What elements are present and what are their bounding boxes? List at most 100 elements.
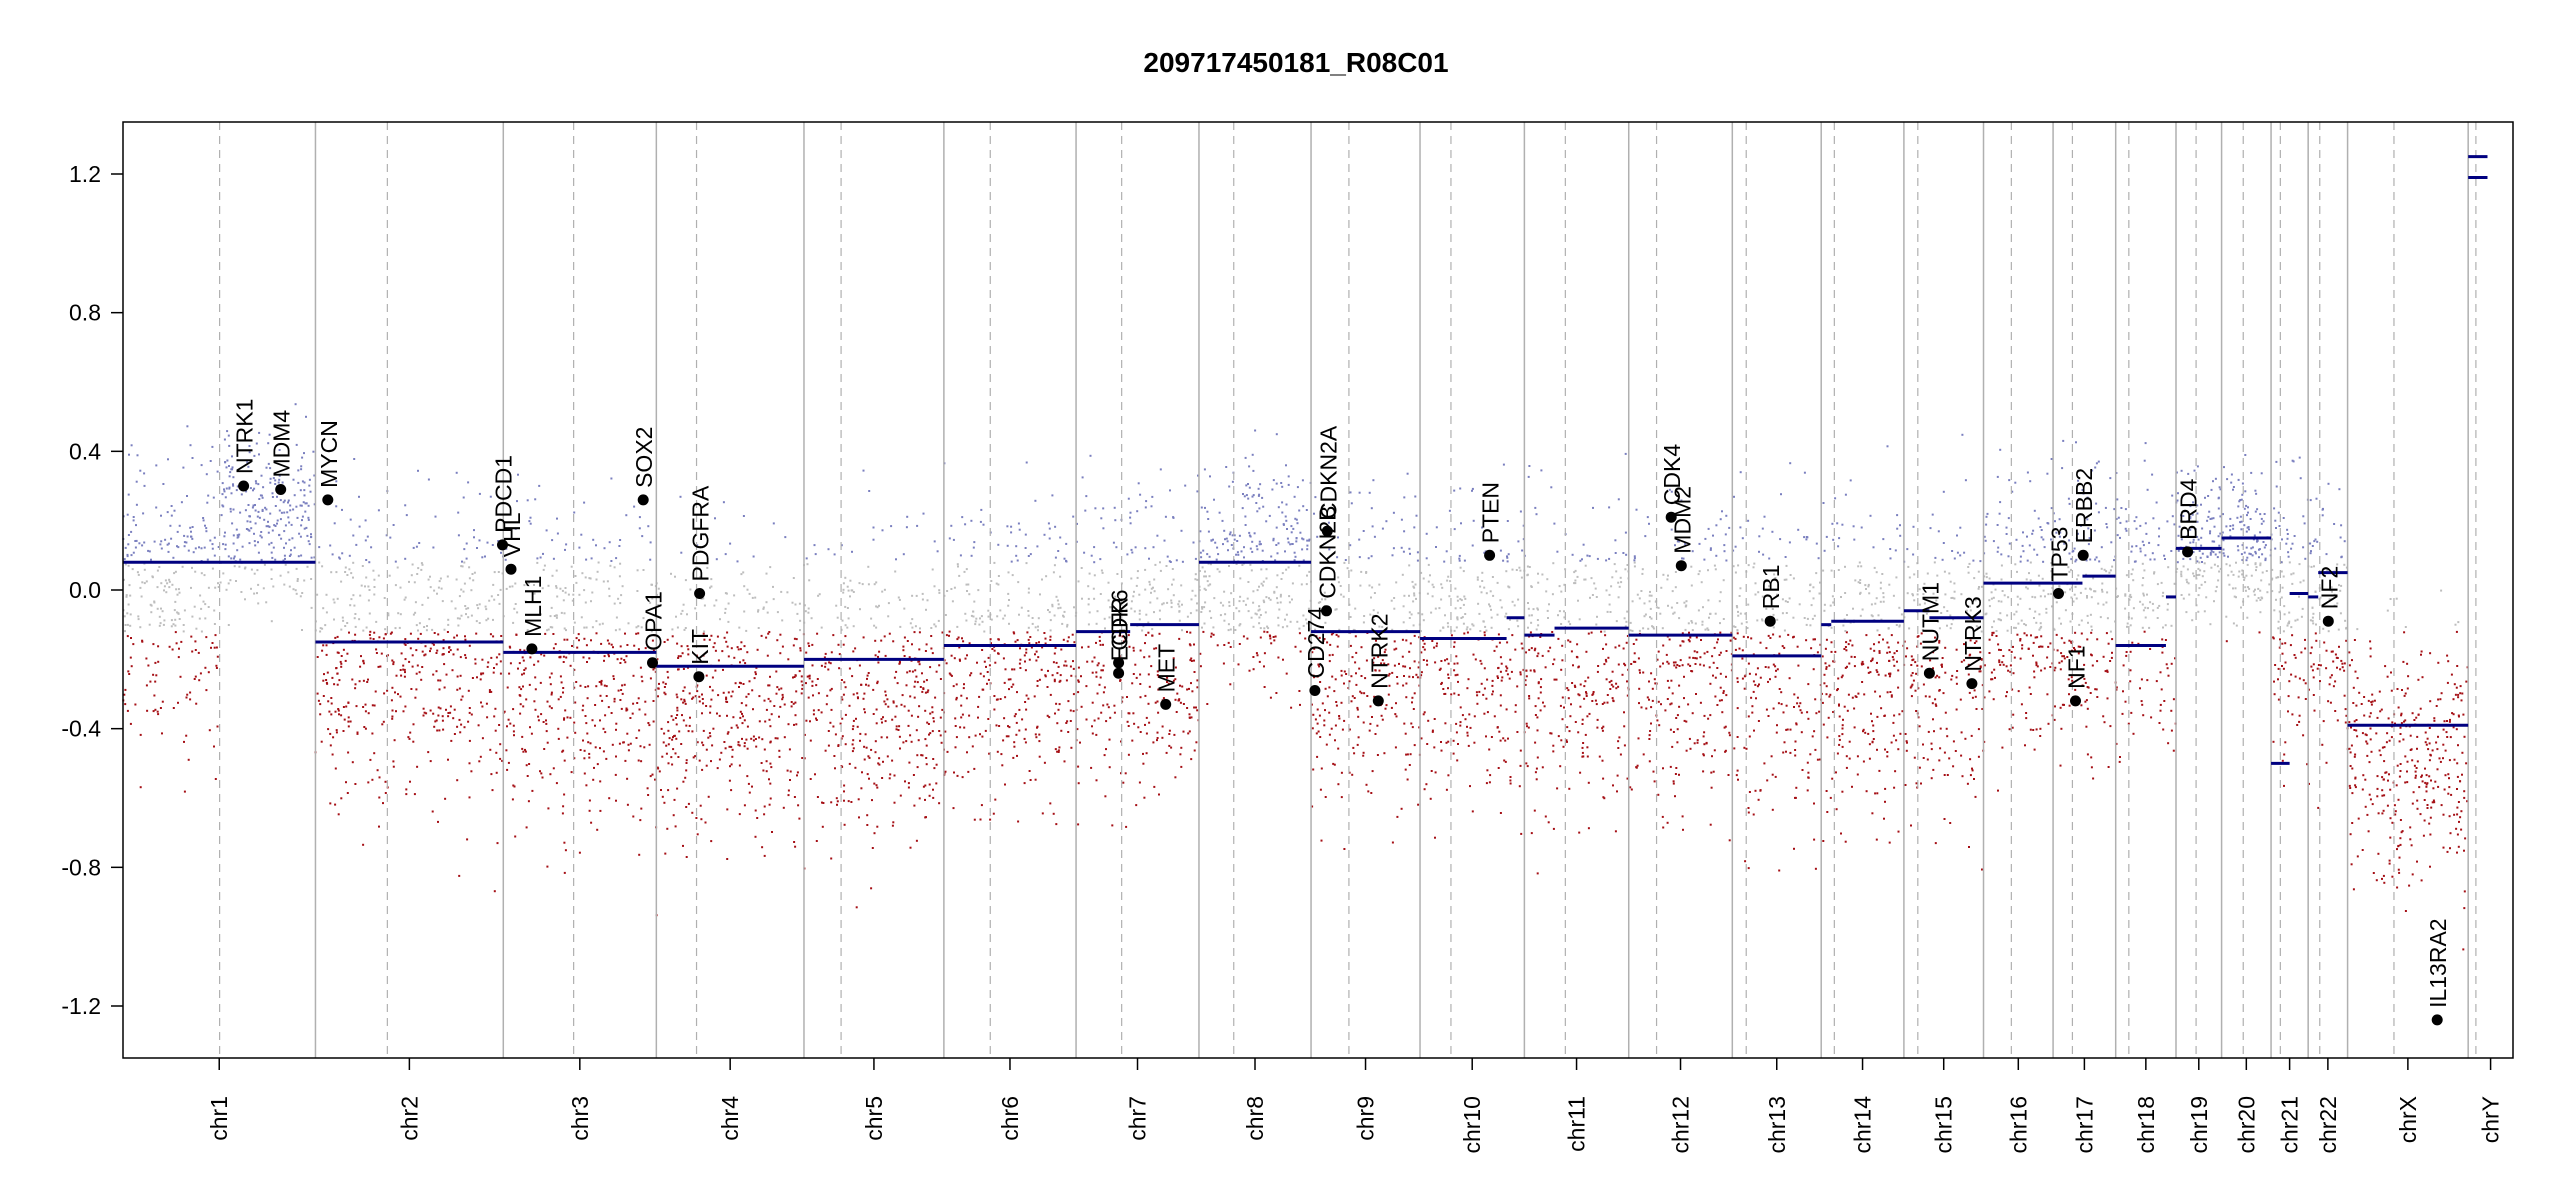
probe-point	[1496, 726, 1499, 729]
probe-point	[1153, 785, 1156, 788]
probe-point	[1100, 569, 1103, 572]
probe-point	[1157, 676, 1160, 678]
probe-point	[1394, 746, 1397, 749]
probe-point	[1457, 693, 1460, 696]
probe-point	[608, 655, 610, 658]
probe-point	[1091, 701, 1094, 704]
probe-point	[1678, 617, 1681, 620]
probe-point	[145, 684, 148, 687]
probe-point	[1596, 718, 1599, 721]
probe-point	[319, 703, 322, 706]
probe-point	[1509, 782, 1512, 785]
probe-point	[373, 578, 376, 581]
probe-point	[1188, 687, 1190, 690]
probe-point	[1089, 454, 1092, 457]
probe-point	[130, 530, 133, 533]
probe-point	[429, 647, 432, 650]
probe-point	[559, 655, 562, 658]
probe-point	[1275, 526, 1278, 529]
probe-point	[417, 637, 420, 640]
probe-point	[1204, 588, 1207, 591]
probe-point	[743, 742, 746, 745]
probe-point	[1652, 626, 1655, 629]
probe-point	[972, 610, 975, 613]
probe-point	[961, 776, 964, 779]
probe-point	[479, 755, 482, 758]
probe-point	[129, 613, 132, 616]
probe-point	[236, 549, 239, 552]
probe-point	[953, 771, 955, 774]
probe-point	[137, 615, 140, 618]
probe-point	[1550, 486, 1553, 489]
probe-point	[740, 682, 742, 685]
probe-point	[1204, 601, 1207, 604]
probe-point	[1337, 635, 1340, 638]
probe-point	[493, 890, 496, 893]
probe-point	[460, 588, 463, 591]
probe-point	[1633, 559, 1636, 562]
probe-point	[254, 544, 257, 547]
probe-point	[1401, 655, 1404, 658]
probe-point	[285, 542, 287, 545]
probe-point	[458, 595, 461, 598]
probe-point	[640, 760, 643, 763]
probe-point	[171, 648, 174, 651]
probe-point	[257, 551, 260, 554]
probe-point	[731, 690, 734, 693]
probe-point	[1186, 630, 1188, 633]
probe-point	[565, 629, 567, 632]
probe-point	[746, 725, 749, 728]
probe-point	[391, 717, 394, 720]
probe-point	[700, 818, 703, 821]
probe-point	[1685, 600, 1688, 603]
probe-point	[709, 735, 712, 738]
probe-point	[231, 522, 234, 525]
probe-point	[685, 856, 688, 858]
probe-point	[696, 833, 699, 836]
probe-point	[937, 619, 940, 622]
probe-point	[1103, 617, 1106, 620]
probe-point	[1348, 728, 1351, 731]
probe-point	[894, 570, 897, 573]
probe-point	[525, 826, 528, 829]
probe-point	[974, 623, 977, 626]
probe-point	[236, 485, 239, 488]
probe-point	[682, 603, 685, 606]
probe-point	[1682, 828, 1684, 831]
probe-point	[958, 574, 961, 577]
probe-point	[1658, 724, 1661, 727]
probe-point	[624, 632, 626, 635]
probe-point	[1199, 530, 1202, 533]
probe-point	[826, 694, 829, 697]
probe-point	[211, 547, 214, 550]
probe-point	[1707, 569, 1709, 572]
probe-point	[1384, 707, 1387, 710]
probe-point	[682, 844, 684, 847]
probe-point	[347, 720, 350, 723]
probe-point	[205, 530, 208, 533]
probe-point	[325, 653, 328, 656]
probe-point	[442, 639, 445, 642]
probe-point	[1669, 765, 1672, 768]
probe-point	[1483, 687, 1486, 690]
probe-point	[1412, 676, 1414, 679]
probe-point	[1194, 578, 1197, 581]
probe-point	[167, 458, 169, 461]
probe-point	[418, 622, 421, 625]
probe-point	[1949, 580, 1952, 583]
probe-point	[391, 659, 394, 662]
probe-point	[992, 812, 995, 815]
probe-point	[523, 669, 526, 671]
probe-point	[848, 704, 851, 707]
probe-point	[404, 638, 407, 641]
probe-point	[253, 454, 256, 457]
probe-point	[1093, 597, 1096, 600]
probe-point	[1400, 807, 1403, 810]
probe-point	[230, 557, 233, 560]
probe-point	[1690, 620, 1693, 622]
probe-point	[603, 655, 606, 658]
probe-point	[484, 605, 487, 608]
probe-point	[343, 718, 346, 721]
probe-point	[1456, 599, 1459, 602]
probe-point	[358, 618, 361, 621]
